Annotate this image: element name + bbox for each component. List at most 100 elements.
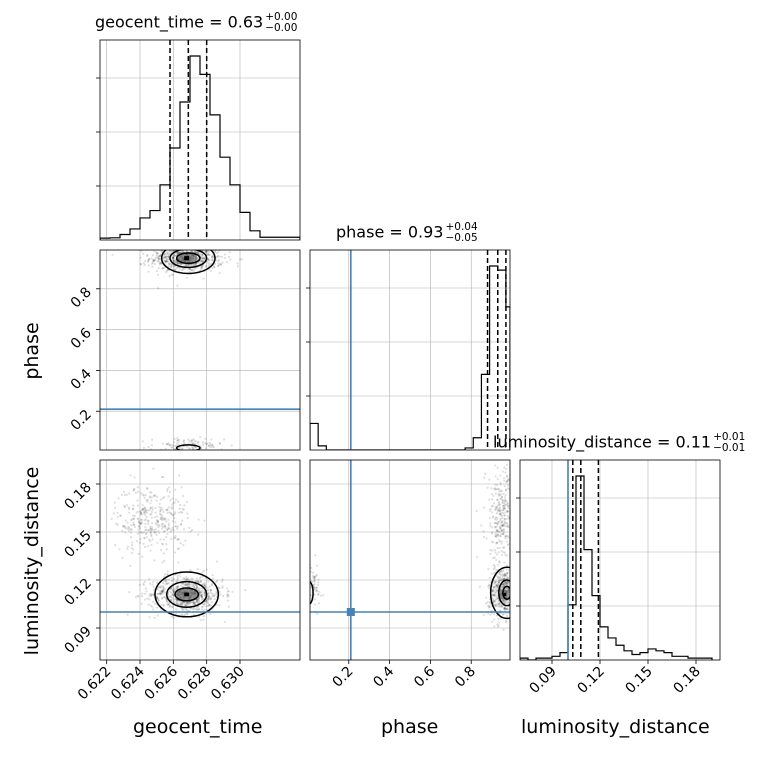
sample-point (141, 508, 144, 511)
sample-point (502, 512, 505, 515)
sample-point (191, 584, 194, 587)
sample-point (153, 559, 156, 562)
sample-point (171, 257, 175, 260)
sample-point (149, 539, 152, 543)
x-axis-label-geocent-time: geocent_time (133, 716, 263, 738)
sample-point (180, 269, 183, 272)
sample-point (176, 439, 179, 442)
sample-point (212, 445, 216, 449)
sample-point (162, 604, 165, 607)
sample-point (183, 504, 186, 507)
sample-point (150, 257, 153, 260)
sample-point (172, 585, 175, 589)
sample-point (132, 523, 135, 527)
sample-point (160, 604, 163, 607)
contour-scatter-geocent-time-vs-luminosity-distance-0-2 (154, 571, 220, 618)
sample-point (503, 521, 506, 524)
sample-point (175, 601, 178, 605)
sample-point (143, 506, 146, 509)
sample-point (498, 571, 501, 574)
sample-point (146, 519, 150, 522)
sample-point (190, 243, 192, 245)
sample-point (167, 255, 170, 259)
sample-point (498, 509, 501, 513)
sample-point (504, 522, 507, 525)
sample-point (494, 604, 497, 607)
sample-point (506, 572, 509, 575)
sample-point (505, 480, 508, 483)
sample-point (507, 576, 510, 580)
sample-point (160, 542, 164, 545)
sample-point (159, 589, 162, 593)
sample-point (159, 585, 162, 589)
sample-point (507, 536, 510, 539)
sample-point (170, 264, 173, 267)
sample-point (514, 596, 516, 598)
sample-point (208, 591, 211, 594)
sample-point (143, 510, 146, 513)
x-axis-label-luminosity-distance: luminosity_distance (521, 716, 710, 738)
sample-point (506, 514, 509, 517)
sample-point (137, 552, 140, 555)
sample-point (133, 514, 136, 517)
sample-point (168, 443, 171, 447)
sample-point (206, 596, 210, 600)
sample-point (503, 574, 507, 578)
sample-point (502, 530, 505, 534)
sample-point (503, 502, 506, 506)
sample-point (153, 250, 156, 253)
sample-point (499, 513, 502, 516)
sample-point (175, 586, 178, 589)
sample-point (193, 440, 196, 443)
sample-point (160, 592, 163, 595)
sample-point (137, 595, 140, 598)
sample-point (195, 446, 198, 449)
sample-point (485, 537, 488, 540)
sample-point (142, 542, 145, 545)
sample-point (510, 578, 512, 580)
sample-point (124, 526, 127, 530)
sample-point (188, 270, 191, 274)
sample-point (211, 267, 214, 270)
sample-point (313, 580, 316, 583)
sample-point (162, 525, 165, 528)
sample-point (313, 586, 316, 589)
sample-point (167, 595, 170, 598)
sample-point (195, 585, 198, 589)
sample-point (175, 601, 178, 604)
sample-point (145, 590, 148, 593)
sample-point (197, 440, 200, 444)
sample-point (227, 589, 230, 593)
sample-point (241, 248, 243, 250)
sample-point (195, 440, 198, 443)
sample-point (489, 613, 492, 616)
sample-point (207, 580, 210, 583)
sample-point (185, 577, 188, 581)
sample-point (508, 516, 510, 519)
sample-point (196, 606, 199, 609)
sample-point (516, 600, 518, 602)
title-geocent-time-label: geocent_time = 0.63 (95, 12, 264, 32)
sample-point (165, 257, 168, 260)
sample-point (204, 593, 207, 596)
sample-point (517, 592, 519, 594)
sample-point (182, 601, 185, 604)
sample-point (143, 519, 146, 522)
sample-point (226, 593, 229, 596)
sample-point (160, 590, 164, 593)
sample-point (228, 251, 231, 254)
sample-point (150, 528, 154, 532)
sample-point (184, 246, 186, 248)
sample-point (488, 478, 491, 481)
sample-point (146, 487, 149, 490)
sample-point (177, 247, 179, 249)
sample-point (498, 572, 501, 575)
sample-point (150, 593, 153, 596)
sample-point (192, 603, 195, 606)
sample-point (494, 532, 497, 535)
sample-point (503, 517, 507, 520)
sample-point (177, 500, 180, 503)
sample-point (500, 496, 503, 499)
x-tick-label-phase-3: 0.8 (452, 664, 479, 691)
sample-point (189, 601, 192, 604)
